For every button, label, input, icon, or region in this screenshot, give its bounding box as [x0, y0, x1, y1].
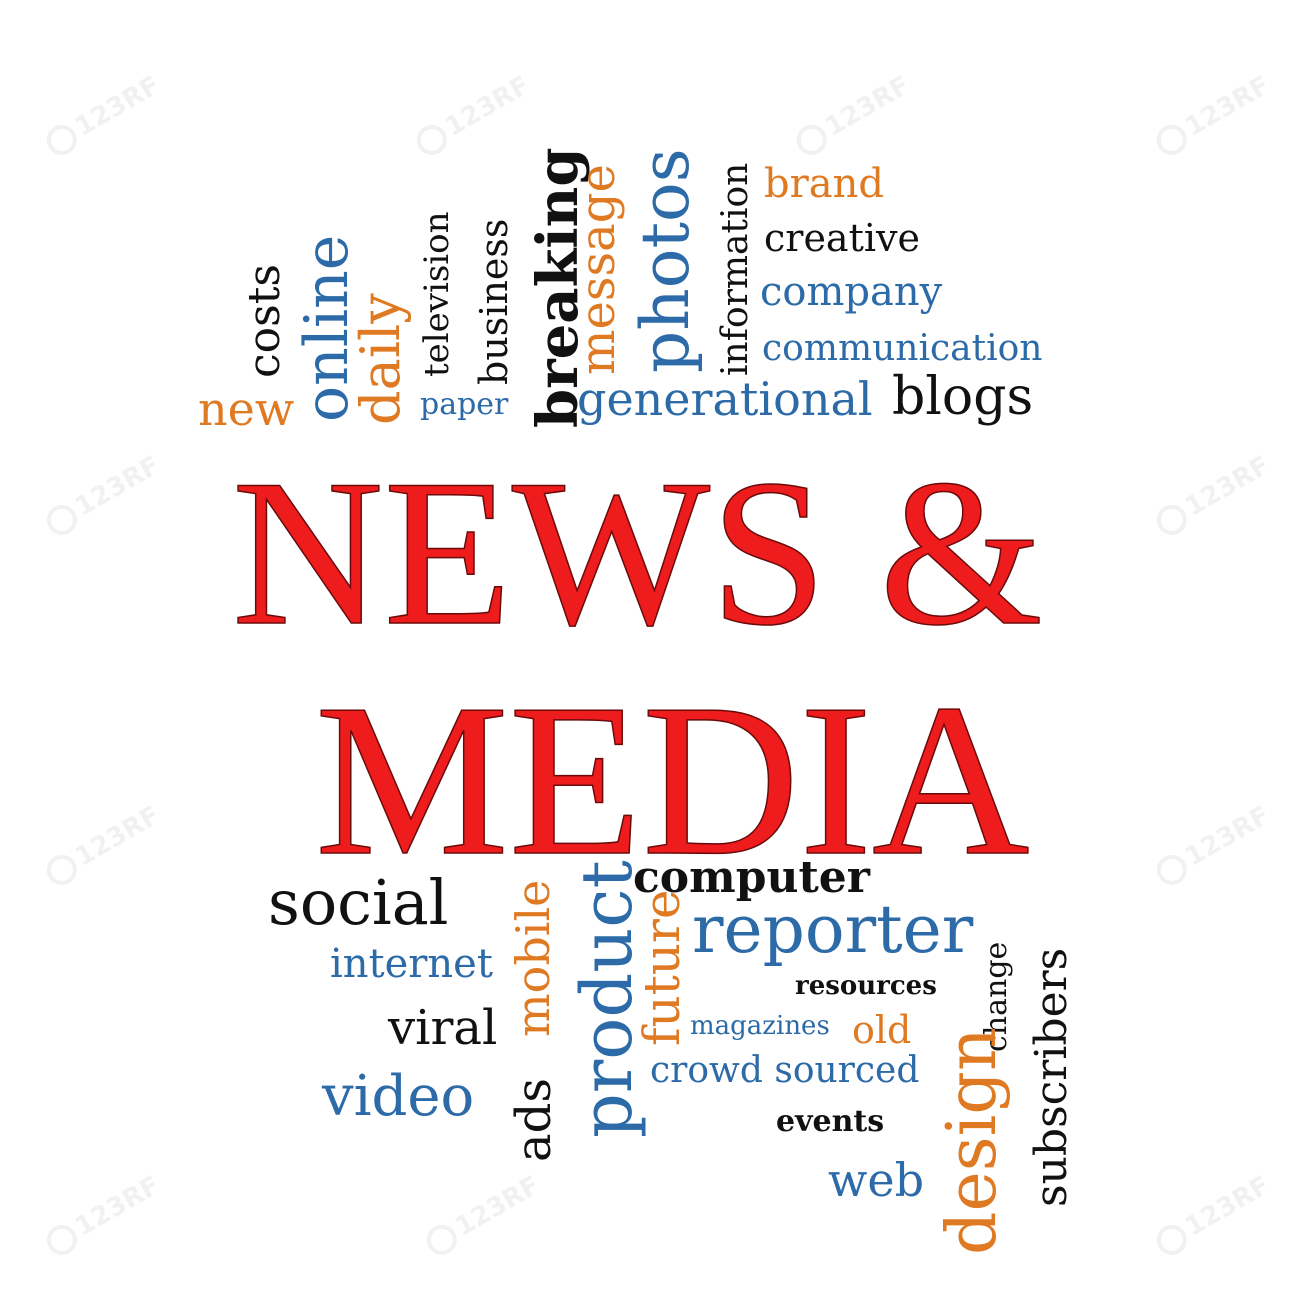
- word-old: old: [852, 1008, 912, 1052]
- word-daily: daily: [349, 293, 412, 425]
- word-brand: brand: [764, 161, 884, 207]
- word-mobile: mobile: [506, 879, 560, 1037]
- word-creative: creative: [764, 216, 920, 260]
- word-paper: paper: [420, 387, 509, 422]
- word-product: product: [566, 860, 648, 1138]
- word-social: social: [268, 866, 449, 939]
- watermark: 123RF: [1151, 71, 1275, 160]
- word-computer: computer: [633, 852, 870, 903]
- word-design: design: [933, 1027, 1012, 1255]
- word-video: video: [322, 1064, 475, 1129]
- word-internet: internet: [330, 941, 493, 987]
- watermark: 123RF: [1151, 801, 1275, 890]
- word-events: events: [776, 1104, 885, 1139]
- word-magazines: magazines: [690, 1011, 830, 1041]
- word-blogs: blogs: [892, 367, 1034, 427]
- watermark: 123RF: [791, 71, 915, 160]
- word-web: web: [828, 1153, 925, 1207]
- watermark: 123RF: [41, 451, 165, 540]
- watermark: 123RF: [1151, 451, 1275, 540]
- watermark: 123RF: [41, 71, 165, 160]
- word-television: television: [417, 211, 457, 377]
- watermark: 123RF: [41, 801, 165, 890]
- word-ads: ads: [506, 1078, 562, 1162]
- word-generational: generational: [577, 372, 873, 426]
- word-resources: resources: [795, 971, 937, 1001]
- word-subscribers: subscribers: [1026, 947, 1077, 1207]
- word-new: new: [198, 382, 295, 436]
- word-business: business: [472, 218, 516, 385]
- title-line-media: MEDIA: [314, 660, 1030, 901]
- title-line-news: NEWS &: [231, 437, 1043, 669]
- word-crowd-sourced: crowd sourced: [650, 1050, 920, 1091]
- word-costs: costs: [239, 264, 290, 378]
- word-information: information: [715, 162, 756, 376]
- word-company: company: [760, 269, 943, 315]
- watermark: 123RF: [41, 1171, 165, 1260]
- word-photos: photos: [627, 148, 704, 373]
- word-future: future: [633, 889, 691, 1047]
- word-viral: viral: [388, 1000, 498, 1056]
- word-communication: communication: [762, 328, 1043, 369]
- word-online: online: [292, 234, 362, 422]
- watermark: 123RF: [1151, 1171, 1275, 1260]
- watermark: 123RF: [411, 71, 535, 160]
- watermark: 123RF: [421, 1171, 545, 1260]
- word-reporter: reporter: [692, 891, 974, 968]
- word-message: message: [570, 164, 626, 375]
